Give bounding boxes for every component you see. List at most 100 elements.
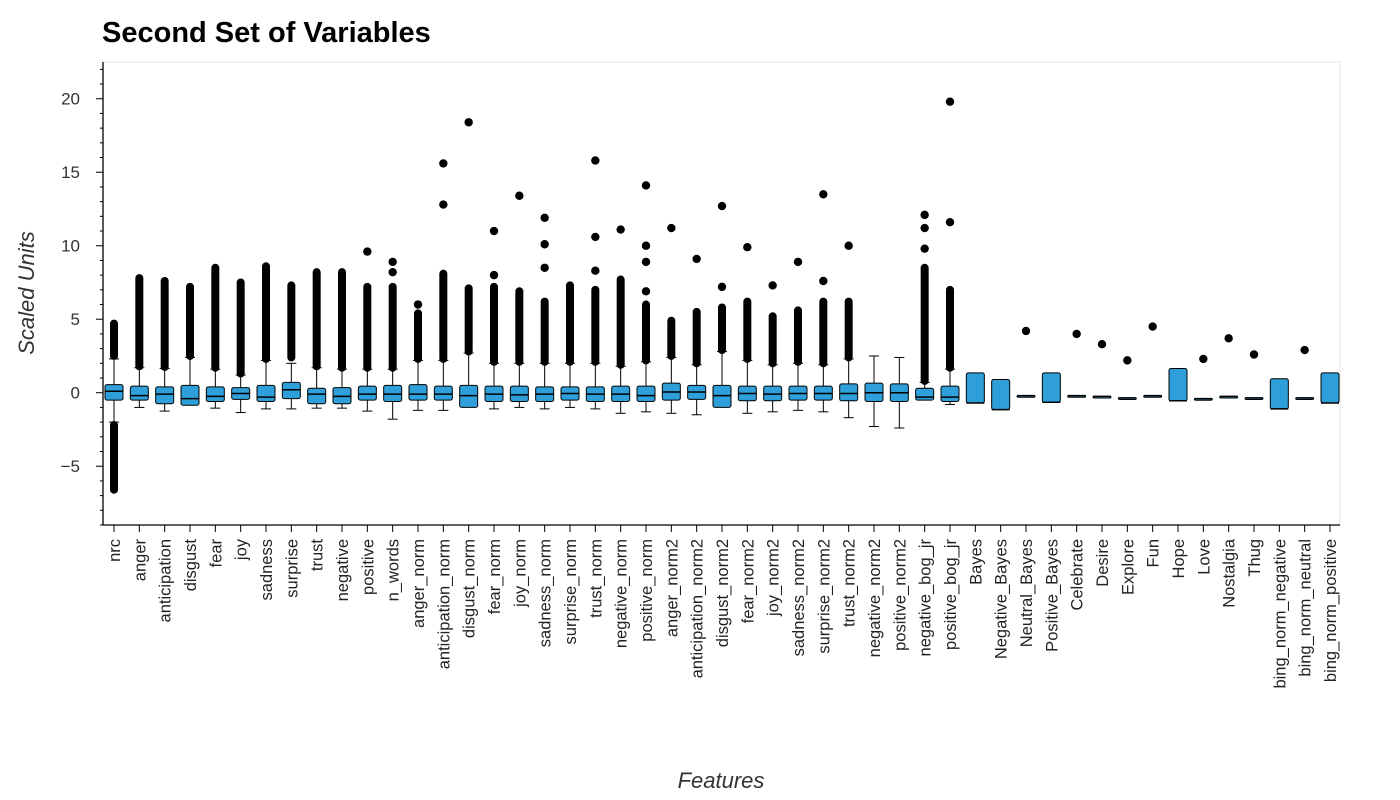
- x-tick-label: Explore: [1119, 539, 1137, 595]
- box-n_words: [383, 257, 403, 420]
- box-joy: [231, 278, 251, 414]
- box-iqr: [155, 386, 175, 405]
- outlier-cluster: [540, 297, 549, 366]
- outlier-point: [1021, 326, 1031, 336]
- x-tick-label: disgust_norm: [461, 539, 479, 638]
- box-iqr: [408, 384, 428, 401]
- box-iqr: [509, 385, 529, 403]
- box-surprise: [281, 281, 301, 410]
- outlier-point: [819, 276, 828, 286]
- box-iqr: [104, 384, 124, 401]
- outlier-cluster: [312, 268, 321, 371]
- x-tick-label: Love: [1195, 539, 1213, 575]
- x-tick-label: trust: [309, 539, 327, 572]
- outlier-point: [489, 270, 499, 280]
- outlier-point: [641, 241, 651, 250]
- box-trust_norm: [585, 156, 605, 410]
- x-tick-label: negative_norm: [613, 539, 631, 648]
- y-tick-label: 5: [71, 310, 80, 329]
- outlier-cluster: [186, 282, 194, 360]
- outlier-point: [717, 201, 727, 211]
- outlier-cluster: [414, 309, 422, 363]
- box-anticipation_norm: [433, 159, 453, 411]
- box-Thug: [1244, 350, 1264, 400]
- x-axis-title: Features: [678, 768, 765, 793]
- box-fear: [205, 263, 225, 409]
- box-disgust: [180, 282, 200, 406]
- outlier-point: [540, 263, 549, 272]
- outlier-point: [768, 281, 777, 290]
- outlier-cluster: [287, 281, 296, 362]
- x-tick-label: bing_norm_negative: [1271, 539, 1289, 689]
- x-tick-label: joy_norm2: [765, 539, 783, 617]
- outlier-point: [920, 244, 929, 253]
- x-tick-label: Positive_Bayes: [1043, 539, 1061, 652]
- outlier-cluster: [160, 277, 169, 371]
- outlier-cluster: [262, 262, 270, 363]
- box-negative_bog_jr: [915, 210, 935, 401]
- box-positive: [357, 247, 377, 412]
- outlier-cluster: [743, 297, 752, 363]
- outlier-cluster: [135, 274, 144, 371]
- x-tick-label: positive: [359, 539, 377, 595]
- outlier-point: [388, 267, 397, 277]
- box-Desire: [1092, 340, 1112, 399]
- box-anticipation_norm2: [687, 254, 707, 416]
- box-anger_norm: [408, 300, 428, 411]
- outlier-point: [515, 191, 524, 200]
- x-tick-label: trust_norm: [587, 539, 605, 618]
- outlier-point: [1072, 329, 1081, 339]
- outlier-point: [641, 257, 651, 267]
- outlier-cluster: [718, 303, 726, 355]
- outlier-point: [616, 225, 625, 234]
- outlier-point: [1123, 356, 1132, 365]
- x-tick-label: negative_bog_jr: [917, 539, 935, 657]
- box-iqr: [636, 385, 656, 403]
- outlier-point: [591, 266, 600, 275]
- box-iqr: [256, 384, 276, 403]
- outlier-cluster: [236, 278, 245, 378]
- box-iqr: [839, 383, 859, 402]
- box-trust_norm2: [839, 241, 859, 419]
- x-tick-label: positive_bog_jr: [942, 539, 960, 650]
- box-joy_norm2: [763, 281, 783, 413]
- outlier-cluster: [363, 282, 372, 372]
- x-tick-label: disgust: [182, 539, 200, 592]
- box-iqr: [307, 387, 327, 405]
- box-negative_norm: [611, 225, 631, 414]
- box-Bayes: [965, 372, 985, 404]
- x-tick-label: n_words: [385, 539, 403, 601]
- box-iqr: [1269, 378, 1289, 410]
- outlier-cluster: [920, 263, 929, 385]
- outlier-point: [591, 232, 600, 242]
- box-iqr: [965, 372, 985, 404]
- box-nrc: [104, 319, 124, 494]
- box-anger_norm2: [661, 223, 681, 414]
- box-bing_norm_positive: [1320, 372, 1340, 404]
- y-tick-label: 15: [61, 163, 80, 182]
- outlier-cluster: [566, 281, 574, 366]
- box-anticipation: [155, 277, 175, 412]
- box-positive_norm2: [889, 356, 909, 429]
- box-iqr: [205, 386, 225, 403]
- outlier-point: [464, 118, 473, 127]
- box-iqr: [1041, 372, 1061, 403]
- box-sadness_norm: [535, 213, 555, 410]
- box-Fun: [1143, 322, 1163, 398]
- x-tick-label: surprise_norm2: [815, 539, 833, 654]
- y-tick-label: 0: [71, 384, 80, 403]
- box-trust: [307, 268, 327, 409]
- outlier-point: [439, 200, 448, 209]
- y-tick-label: 20: [61, 90, 80, 109]
- box-Negative_Bayes: [991, 378, 1011, 411]
- chart-title: Second Set of Variables: [102, 17, 431, 49]
- x-tick-label: Thug: [1246, 539, 1264, 577]
- x-tick-label: bing_norm_neutral: [1297, 539, 1315, 677]
- y-tick-label: −5: [61, 457, 80, 476]
- y-tick-label: 10: [61, 237, 80, 256]
- x-tick-label: anticipation: [157, 539, 175, 622]
- outlier-cluster: [110, 319, 118, 360]
- box-iqr: [1168, 367, 1188, 402]
- x-tick-label: sadness_norm2: [790, 539, 808, 656]
- box-bing_norm_negative: [1269, 378, 1289, 410]
